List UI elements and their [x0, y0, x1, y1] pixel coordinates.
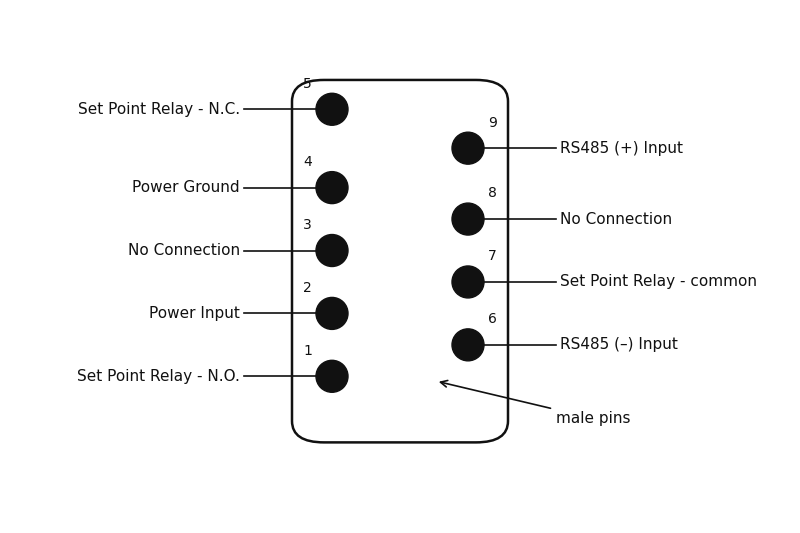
Ellipse shape [452, 203, 484, 235]
Text: RS485 (–) Input: RS485 (–) Input [560, 337, 678, 352]
Text: Power Input: Power Input [149, 306, 240, 321]
Text: 9: 9 [488, 116, 497, 130]
Text: Set Point Relay - N.C.: Set Point Relay - N.C. [78, 102, 240, 117]
Text: 8: 8 [488, 187, 497, 200]
Ellipse shape [316, 297, 348, 329]
Text: Set Point Relay - common: Set Point Relay - common [560, 274, 757, 289]
Ellipse shape [316, 93, 348, 125]
Text: 3: 3 [303, 218, 312, 232]
Text: 4: 4 [303, 155, 312, 169]
Text: 2: 2 [303, 281, 312, 295]
Text: No Connection: No Connection [128, 243, 240, 258]
Text: RS485 (+) Input: RS485 (+) Input [560, 141, 683, 156]
Text: 1: 1 [303, 344, 312, 358]
Ellipse shape [452, 329, 484, 361]
Text: Power Ground: Power Ground [132, 180, 240, 195]
Ellipse shape [316, 172, 348, 204]
FancyBboxPatch shape [292, 80, 508, 442]
Text: No Connection: No Connection [560, 212, 672, 227]
Text: 7: 7 [488, 249, 497, 263]
Ellipse shape [316, 360, 348, 392]
Text: 5: 5 [303, 77, 312, 91]
Text: Set Point Relay - N.O.: Set Point Relay - N.O. [77, 369, 240, 384]
Ellipse shape [452, 132, 484, 164]
Text: 6: 6 [488, 312, 497, 326]
Ellipse shape [452, 266, 484, 298]
Ellipse shape [316, 235, 348, 266]
Text: male pins: male pins [441, 381, 630, 426]
